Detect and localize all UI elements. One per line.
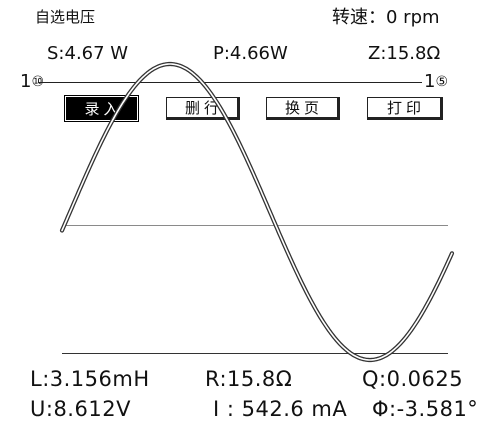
waveform-center-line: [62, 225, 448, 226]
change-page-button[interactable]: 换页: [266, 97, 340, 120]
print-button-label: 打印: [386, 99, 425, 117]
active-power-value: P:4.66W: [213, 43, 288, 64]
scale-line: [38, 82, 422, 83]
resistance-value: R:15.8Ω: [205, 367, 293, 391]
scale-right-digit: 1: [424, 71, 436, 92]
print-button[interactable]: 打印: [367, 97, 443, 120]
sine-waveform-outline: [59, 61, 455, 363]
phase-angle-value: Φ:-3.581°: [372, 397, 479, 421]
delete-row-button-label: 删行: [184, 99, 223, 117]
speed-readout: 转速：0 rpm: [332, 7, 440, 28]
circled-ten-icon: ⑩: [31, 74, 45, 90]
quality-factor-value: Q:0.0625: [362, 367, 464, 391]
inductance-value: L:3.156mH: [30, 367, 150, 391]
apparent-power-value: S:4.67 W: [47, 43, 129, 64]
waveform-baseline: [62, 353, 448, 354]
change-page-button-label: 换页: [284, 99, 323, 117]
enter-button[interactable]: 录入: [64, 95, 139, 122]
mode-title: 自选电压: [35, 8, 96, 26]
scale-right-marker: 1⑤: [424, 73, 448, 91]
sine-waveform-core: [61, 63, 453, 361]
circled-five-icon: ⑤: [435, 74, 449, 90]
delete-row-button[interactable]: 删行: [166, 97, 240, 120]
current-value: I : 542.6 mA: [213, 397, 348, 421]
scale-left-digit: 1: [20, 71, 32, 92]
voltage-value: U:8.612V: [30, 397, 131, 421]
enter-button-label: 录入: [84, 100, 123, 118]
scale-left-marker: 1⑩: [20, 73, 44, 91]
impedance-value: Z:15.8Ω: [368, 43, 441, 64]
